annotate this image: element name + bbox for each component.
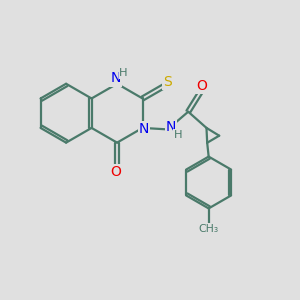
Text: N: N	[139, 122, 149, 136]
Text: N: N	[110, 71, 121, 85]
Text: S: S	[163, 75, 171, 89]
Text: O: O	[110, 165, 121, 179]
Text: CH₃: CH₃	[199, 224, 219, 234]
Text: O: O	[196, 79, 207, 93]
Text: H: H	[174, 130, 182, 140]
Text: N: N	[166, 120, 176, 134]
Text: H: H	[119, 68, 128, 78]
